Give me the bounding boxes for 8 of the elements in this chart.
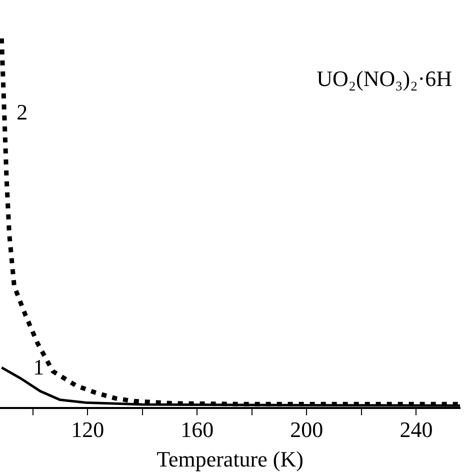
x-tick-label: 120 [71,417,104,442]
x-tick-label: 160 [180,417,214,442]
x-axis-title: Temperature (K) [156,446,304,472]
x-tick-label: 200 [290,417,324,442]
x-tick-label: 240 [400,417,433,442]
series-label: 2 [16,99,28,124]
text: UO₂(NO₃)₂·6H [316,66,452,91]
series-label: 1 [33,354,44,380]
